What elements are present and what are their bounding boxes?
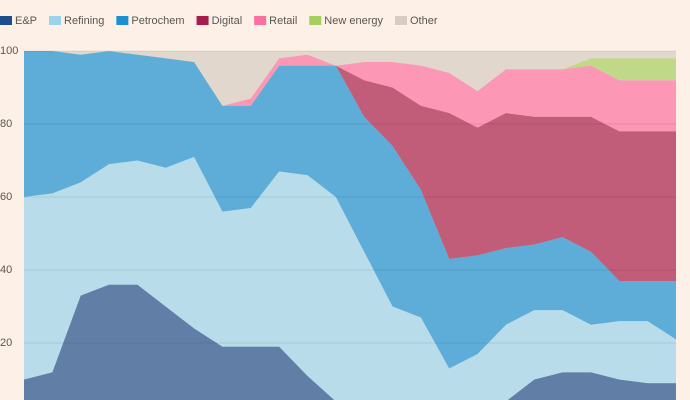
area: [24, 284, 676, 400]
legend-swatch: [309, 16, 322, 25]
y-tick-label: 60: [0, 191, 12, 203]
area: [24, 51, 676, 132]
y-tick-label: 100: [0, 45, 18, 57]
legend-swatch: [116, 16, 129, 25]
y-tick-label: 20: [0, 337, 12, 349]
legend-swatch: [49, 16, 62, 25]
legend-swatch: [394, 16, 407, 25]
legend-label: Petrochem: [131, 15, 184, 27]
area: [24, 51, 676, 281]
legend-label: Other: [410, 15, 438, 27]
legend-swatch: [0, 16, 12, 25]
legend-swatch: [196, 16, 209, 25]
legend-label: Refining: [64, 15, 104, 27]
y-tick-label: 80: [0, 118, 12, 130]
area: [24, 51, 676, 369]
y-tick-label: 40: [0, 264, 12, 276]
legend-label: E&P: [15, 15, 37, 27]
area: [24, 156, 676, 400]
legend-label: Retail: [269, 15, 297, 27]
legend-label: Digital: [212, 15, 243, 27]
legend-label: New energy: [324, 15, 383, 27]
area: [24, 51, 676, 106]
legend-swatch: [254, 16, 267, 25]
